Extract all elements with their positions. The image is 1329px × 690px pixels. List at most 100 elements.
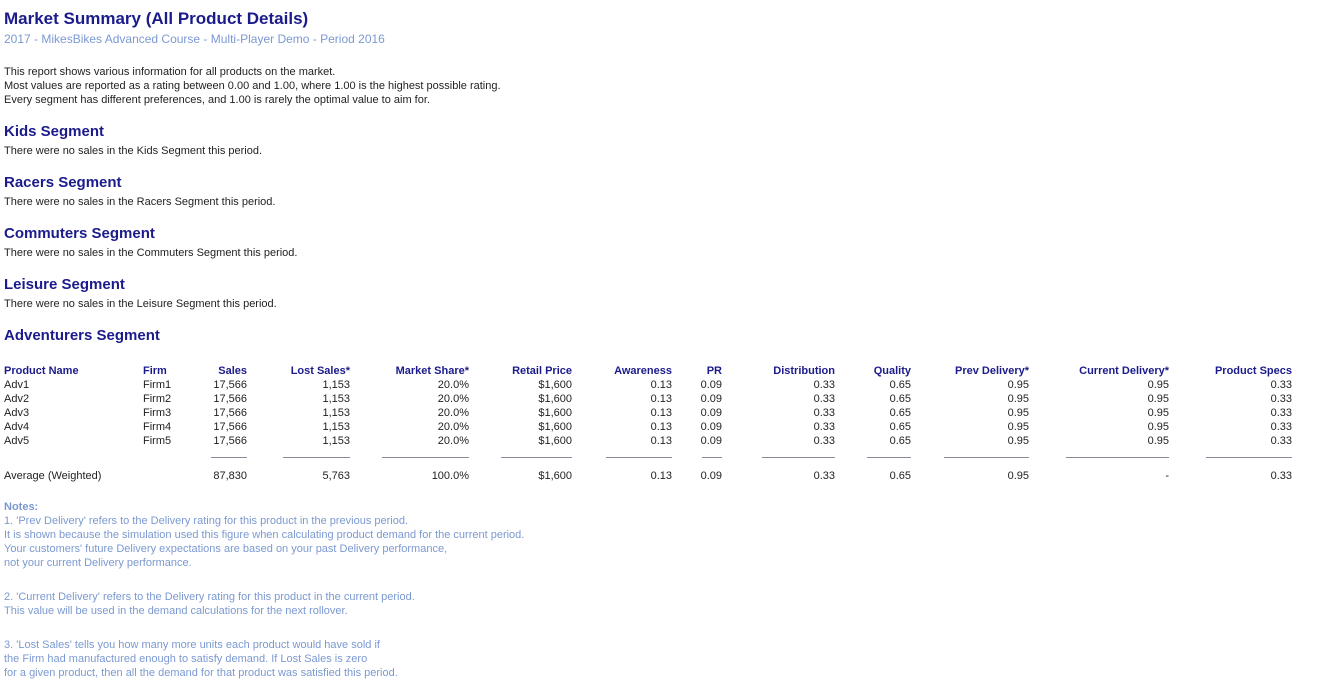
cell-lost-sales: 1,153	[322, 379, 350, 391]
totals-separator-line	[944, 457, 1029, 458]
cell-firm: Firm1	[143, 379, 172, 391]
totals-separator-cell	[1169, 448, 1292, 462]
cell-lost-sales: 1,153	[322, 407, 350, 419]
cell-current-delivery: 0.95	[1147, 407, 1169, 419]
totals-separator-line	[283, 457, 350, 458]
cell-firm: Firm3	[143, 407, 172, 419]
cell-current-delivery: 0.95	[1147, 393, 1169, 405]
note-1-line: 1. 'Prev Delivery' refers to the Deliver…	[4, 515, 409, 527]
column-header-retail-price: Retail Price	[512, 365, 572, 377]
report-description: This report shows various information fo…	[4, 65, 1329, 107]
cell-prev-delivery: 0.95	[1007, 379, 1029, 391]
totals-separator-line	[382, 457, 469, 458]
report-description-line: Every segment has different preferences,…	[4, 94, 430, 106]
totals-separator-line	[1206, 457, 1292, 458]
totals-separator-cell	[247, 448, 350, 462]
product-row-adv1: Adv1 Firm1 17,566 1,153 20.0% $1,600 0.13 0.09 0…	[4, 378, 1292, 392]
cell-sales: 17,566	[213, 421, 247, 433]
report-description-line: This report shows various information fo…	[4, 66, 336, 78]
segment-commuters: Commuters Segment There were no sales in …	[4, 225, 1329, 260]
totals-separator-line	[762, 457, 835, 458]
cell-prev-delivery: 0.95	[1007, 421, 1029, 433]
cell-retail-price: $1,600	[538, 435, 572, 447]
segment-no-sales-message: There were no sales in the Kids Segment …	[4, 145, 263, 157]
segment-title-kids: Kids Segment	[4, 123, 105, 140]
cell-pr: 0.09	[700, 421, 722, 433]
cell-firm: Firm2	[143, 393, 172, 405]
note-3-line: for a given product, then all the demand…	[4, 667, 398, 679]
segment-title-adventurers: Adventurers Segment	[4, 327, 160, 344]
segment-title-racers: Racers Segment	[4, 174, 122, 191]
cell-product-specs: 0.33	[1270, 393, 1292, 405]
average-cell-distribution: 0.33	[813, 470, 835, 482]
segment-racers: Racers Segment There were no sales in the…	[4, 174, 1329, 209]
note-3-line: 3. 'Lost Sales' tells you how many more …	[4, 639, 380, 651]
segment-kids: Kids Segment There were no sales in the K…	[4, 123, 1329, 158]
cell-distribution: 0.33	[813, 393, 835, 405]
cell-product-name: Adv2	[4, 393, 30, 405]
totals-separator-cell	[469, 448, 572, 462]
cell-firm: Firm4	[143, 421, 172, 433]
column-header-distribution: Distribution	[773, 365, 835, 377]
totals-separator-cell	[911, 448, 1029, 462]
average-cell-lost-sales: 5,763	[322, 470, 350, 482]
segment-leisure: Leisure Segment There were no sales in th…	[4, 276, 1329, 311]
column-header-market-share: Market Share*	[395, 365, 469, 377]
cell-lost-sales: 1,153	[322, 421, 350, 433]
report-description-line: Most values are reported as a rating bet…	[4, 80, 501, 92]
cell-distribution: 0.33	[813, 379, 835, 391]
cell-product-name: Adv1	[4, 379, 30, 391]
cell-product-name: Adv4	[4, 421, 30, 433]
cell-product-name: Adv3	[4, 407, 30, 419]
average-cell-firm	[143, 462, 207, 483]
note-3: 3. 'Lost Sales' tells you how many more …	[4, 638, 1329, 680]
note-2-line: 2. 'Current Delivery' refers to the Deli…	[4, 591, 415, 603]
totals-separator-cell	[572, 448, 672, 462]
average-cell-prev-delivery: 0.95	[1007, 470, 1029, 482]
cell-awareness: 0.13	[650, 435, 672, 447]
column-header-pr: PR	[706, 365, 722, 377]
average-cell-retail-price: $1,600	[538, 470, 572, 482]
segment-title-leisure: Leisure Segment	[4, 276, 125, 293]
cell-retail-price: $1,600	[538, 407, 572, 419]
cell-retail-price: $1,600	[538, 379, 572, 391]
average-cell-pr: 0.09	[700, 470, 722, 482]
cell-awareness: 0.13	[650, 421, 672, 433]
note-2-line: This value will be used in the demand ca…	[4, 605, 348, 617]
cell-product-specs: 0.33	[1270, 379, 1292, 391]
note-3-line: the Firm had manufactured enough to sati…	[4, 653, 368, 665]
page-subtitle: 2017 - MikesBikes Advanced Course - Mult…	[4, 32, 385, 46]
cell-product-name: Adv5	[4, 435, 30, 447]
note-1-line: It is shown because the simulation used …	[4, 529, 525, 541]
cell-prev-delivery: 0.95	[1007, 435, 1029, 447]
cell-distribution: 0.33	[813, 421, 835, 433]
segment-title-commuters: Commuters Segment	[4, 225, 155, 242]
cell-retail-price: $1,600	[538, 393, 572, 405]
average-cell-product-specs: 0.33	[1270, 470, 1292, 482]
empty-segments-list: Kids Segment There were no sales in the K…	[4, 123, 1329, 311]
column-header-sales: Sales	[218, 365, 247, 377]
cell-pr: 0.09	[700, 407, 722, 419]
cell-distribution: 0.33	[813, 407, 835, 419]
cell-market-share: 20.0%	[437, 421, 469, 433]
cell-market-share: 20.0%	[437, 379, 469, 391]
product-row-adv4: Adv4 Firm4 17,566 1,153 20.0% $1,600 0.13 0.09 0…	[4, 420, 1292, 434]
cell-retail-price: $1,600	[538, 421, 572, 433]
column-header-product-name: Product Name	[4, 365, 79, 377]
cell-pr: 0.09	[700, 393, 722, 405]
column-header-prev-delivery: Prev Delivery*	[955, 365, 1029, 377]
product-row-adv5: Adv5 Firm5 17,566 1,153 20.0% $1,600 0.13 0.09 0…	[4, 434, 1292, 448]
totals-separator-line	[1066, 457, 1169, 458]
totals-separator-line	[867, 457, 911, 458]
cell-sales: 17,566	[213, 435, 247, 447]
segment-no-sales-message: There were no sales in the Racers Segmen…	[4, 196, 276, 208]
adventurers-product-table: Product Name Firm Sales Lost Sales* Market S…	[4, 362, 1292, 483]
note-1-line: Your customers' future Delivery expectat…	[4, 543, 448, 555]
average-cell-current-delivery: -	[1165, 470, 1169, 482]
totals-separator-line	[606, 457, 672, 458]
totals-separator-cell	[4, 448, 143, 462]
cell-pr: 0.09	[700, 435, 722, 447]
product-row-adv3: Adv3 Firm3 17,566 1,153 20.0% $1,600 0.13 0.09 0…	[4, 406, 1292, 420]
cell-lost-sales: 1,153	[322, 435, 350, 447]
